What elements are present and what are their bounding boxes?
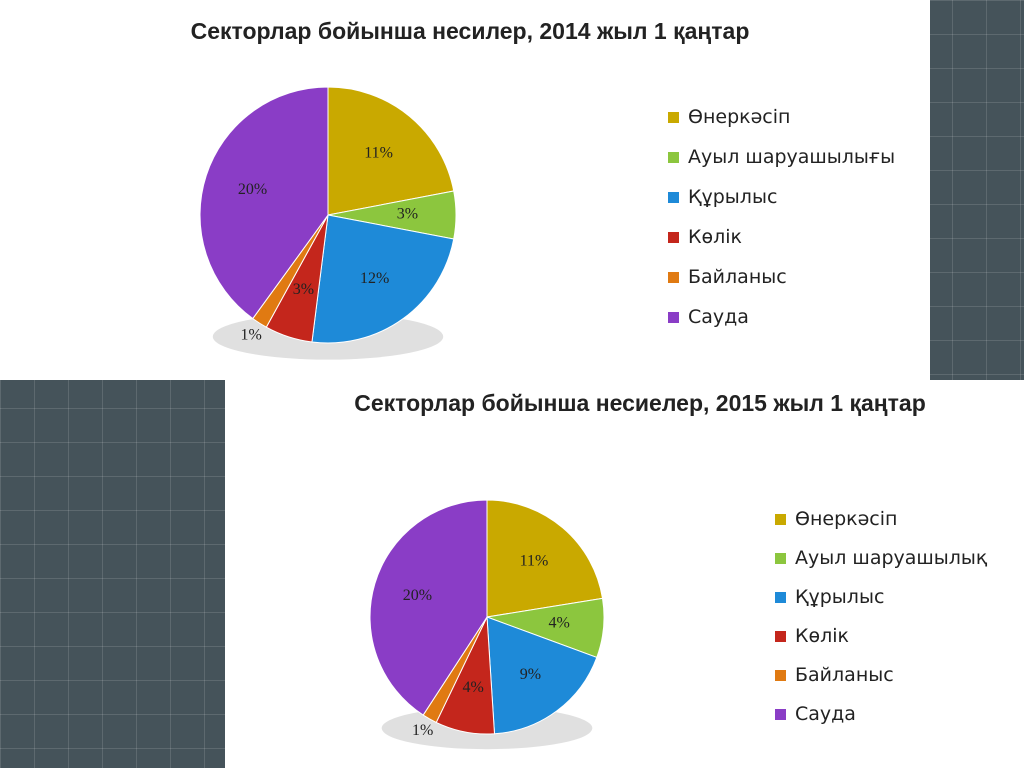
legend-label: Құрылыс [688, 186, 778, 208]
data-label: 1% [412, 722, 433, 739]
legend-item: Ауыл шаруашылығы [668, 146, 895, 168]
pie-slice [327, 86, 455, 216]
legend-swatch [668, 271, 679, 283]
legend-swatch [668, 151, 679, 163]
legend-item: Көлік [775, 625, 849, 647]
legend-label: Байланыс [688, 266, 787, 288]
legend-label: Сауда [688, 306, 749, 328]
data-label: 1% [241, 327, 262, 344]
legend-label: Ауыл шаруашылық [795, 547, 988, 569]
legend-label: Өнеркәсіп [795, 508, 898, 530]
legend-swatch [668, 111, 679, 123]
panel-top [0, 0, 930, 380]
legend-item: Ауыл шаруашылық [775, 547, 987, 569]
chart-title: Секторлар бойынша несиелер, 2015 жыл 1 қ… [354, 390, 926, 416]
panel-bottom [225, 380, 1024, 768]
legend-swatch [775, 708, 786, 720]
legend-label: Сауда [795, 703, 856, 725]
legend-item: Сауда [775, 703, 856, 725]
legend-swatch [668, 191, 679, 203]
legend-swatch [775, 669, 786, 681]
data-label: 4% [549, 615, 570, 632]
legend-label: Құрылыс [795, 586, 885, 608]
data-label: 3% [293, 281, 314, 298]
legend-swatch [775, 513, 786, 525]
data-label: 20% [238, 181, 267, 198]
pie-slice [311, 214, 455, 344]
data-label: 4% [462, 679, 483, 696]
chart-title: Секторлар бойынша несилер, 2014 жыл 1 қа… [190, 18, 750, 44]
legend-swatch [775, 591, 786, 603]
legend-label: Байланыс [795, 664, 894, 686]
legend-item: Сауда [668, 306, 749, 328]
legend-item: Байланыс [668, 266, 787, 288]
legend-label: Көлік [688, 226, 743, 248]
legend-item: Құрылыс [775, 586, 884, 608]
legend-item: Өнеркәсіп [775, 508, 897, 530]
legend-item: Байланыс [775, 664, 894, 686]
data-label: 20% [403, 587, 432, 604]
legend-item: Құрылыс [668, 186, 777, 208]
pie-slice [486, 499, 604, 618]
legend-swatch [775, 552, 786, 564]
legend-label: Көлік [795, 625, 850, 647]
data-label: 11% [364, 145, 393, 162]
legend-swatch [775, 630, 786, 642]
legend-label: Өнеркәсіп [688, 106, 791, 128]
data-label: 12% [360, 270, 389, 287]
legend-item: Өнеркәсіп [668, 106, 790, 128]
data-label: 11% [520, 552, 549, 569]
legend-swatch [668, 231, 679, 243]
pie-slice [199, 86, 329, 320]
data-label: 3% [397, 206, 418, 223]
pie-slice [486, 616, 598, 735]
data-label: 9% [520, 666, 541, 683]
legend-label: Ауыл шаруашылығы [688, 146, 896, 168]
legend-swatch [668, 311, 679, 323]
pie-slice [369, 499, 488, 716]
legend-item: Көлік [668, 226, 742, 248]
